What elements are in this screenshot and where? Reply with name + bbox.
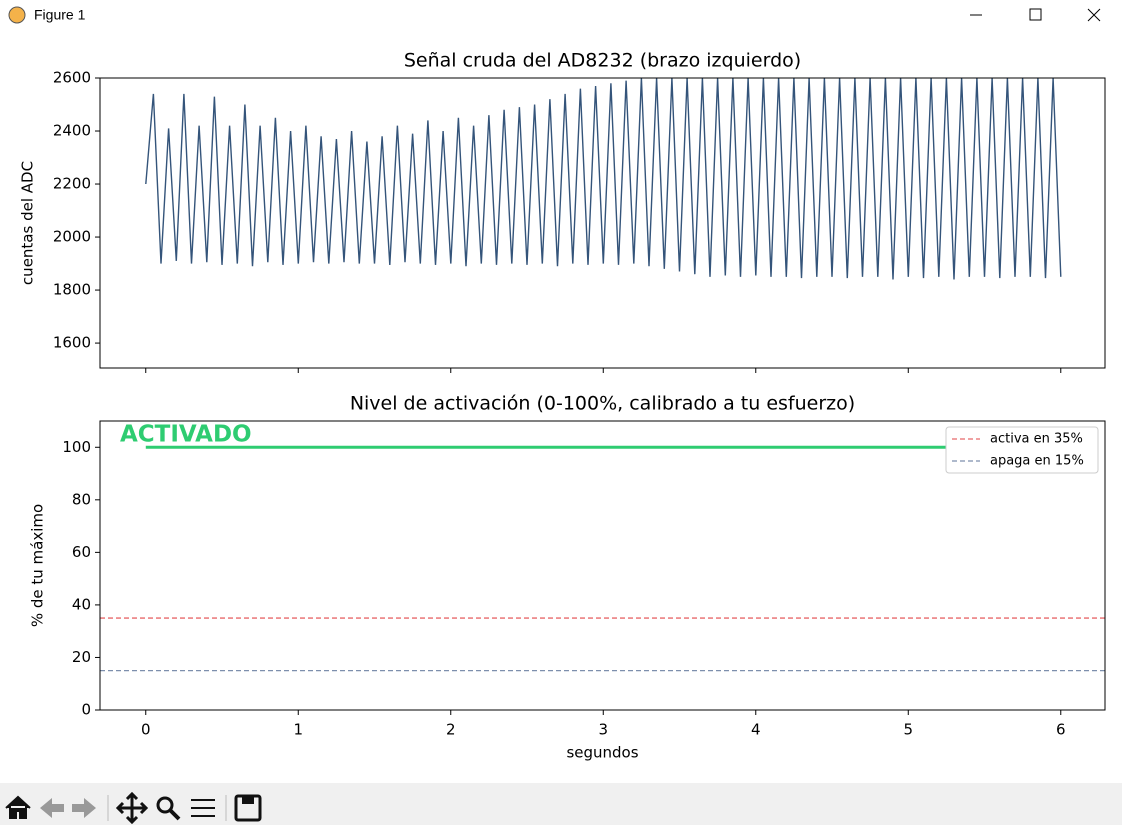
- y-tick-label: 1800: [53, 281, 91, 299]
- plot-frame: [99, 420, 1106, 711]
- x-tick-label: 5: [903, 721, 913, 739]
- plot-frame: [99, 77, 1106, 369]
- forward-button[interactable]: [72, 798, 96, 818]
- app-icon: [8, 6, 26, 24]
- y-tick-label: 2200: [53, 175, 91, 193]
- save-icon-part: [242, 796, 254, 804]
- home-button[interactable]: [5, 795, 31, 819]
- annotation: ACTIVADO: [120, 422, 252, 448]
- x-axis-label: segundos: [566, 744, 638, 762]
- x-tick-label: 0: [141, 721, 151, 739]
- y-tick-label: 40: [72, 595, 91, 613]
- y-tick-label: 0: [81, 701, 91, 719]
- chart-title: Señal cruda del AD8232 (brazo izquierdo): [404, 50, 801, 72]
- y-tick-label: 100: [62, 438, 91, 456]
- maximize[interactable]: [1029, 8, 1042, 21]
- x-tick-label: 1: [293, 721, 303, 739]
- x-tick-label: 4: [751, 721, 761, 739]
- y-tick-label: 2600: [53, 69, 91, 87]
- pan-button[interactable]: [115, 791, 149, 825]
- back-button[interactable]: [40, 798, 64, 818]
- close[interactable]: [1087, 8, 1101, 22]
- chart-title: Nivel de activación (0-100%, calibrado a…: [350, 393, 855, 415]
- legend-label: apaga en 15%: [990, 454, 1084, 469]
- x-tick-label: 6: [1056, 721, 1066, 739]
- y-tick-label: 2400: [53, 122, 91, 140]
- x-tick-label: 2: [446, 721, 456, 739]
- y-tick-label: 1600: [53, 334, 91, 352]
- zoom-button[interactable]: [156, 796, 174, 814]
- y-axis-label: % de tu máximo: [29, 504, 47, 627]
- legend-label: activa en 35%: [990, 432, 1083, 447]
- window-title: Figure 1: [34, 7, 86, 23]
- toolbar: [0, 783, 1122, 825]
- title-bar: [0, 0, 1122, 33]
- y-axis-label: cuentas del ADC: [19, 161, 37, 285]
- zoom-handle: [168, 808, 181, 821]
- y-tick-label: 80: [72, 490, 91, 508]
- legend-box: [945, 426, 1099, 474]
- x-tick-label: 3: [598, 721, 608, 739]
- y-tick-label: 60: [72, 543, 91, 561]
- y-tick-label: 2000: [53, 228, 91, 246]
- y-tick-label: 20: [72, 648, 91, 666]
- configure-button[interactable]: [191, 799, 215, 817]
- data-line: [145, 77, 1062, 280]
